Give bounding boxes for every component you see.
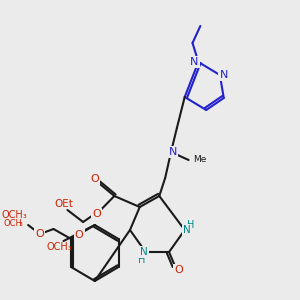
Text: O: O bbox=[92, 209, 101, 219]
Text: N: N bbox=[190, 57, 199, 67]
Text: H: H bbox=[187, 220, 194, 230]
Text: H: H bbox=[138, 255, 146, 265]
Text: O: O bbox=[175, 265, 183, 275]
Text: O: O bbox=[35, 229, 44, 239]
Text: OCH₃: OCH₃ bbox=[47, 242, 73, 252]
Text: Me: Me bbox=[194, 155, 207, 164]
Text: O: O bbox=[90, 174, 99, 184]
Text: N: N bbox=[220, 70, 228, 80]
Text: OEt: OEt bbox=[54, 199, 73, 209]
Text: N: N bbox=[183, 225, 190, 235]
Text: OCH: OCH bbox=[3, 218, 22, 227]
Text: OCH₃: OCH₃ bbox=[2, 210, 27, 220]
Text: ₃: ₃ bbox=[8, 218, 22, 227]
Text: N: N bbox=[169, 147, 177, 157]
Text: N: N bbox=[140, 247, 148, 257]
Text: O: O bbox=[75, 230, 83, 240]
